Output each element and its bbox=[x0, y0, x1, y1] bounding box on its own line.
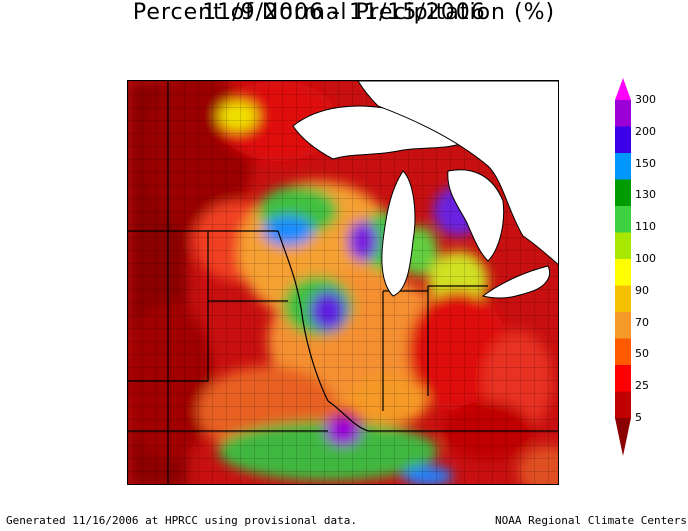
great-lakes bbox=[292, 81, 558, 299]
generated-note: Generated 11/16/2006 at HPRCC using prov… bbox=[6, 514, 357, 527]
legend-band bbox=[615, 232, 631, 260]
legend-label: 300 bbox=[635, 93, 656, 106]
state-boundaries bbox=[128, 81, 558, 484]
legend-label: 150 bbox=[635, 156, 656, 170]
legend-band bbox=[615, 179, 631, 207]
color-legend: 300 200 150 130 110 100 90 70 50 25 5 bbox=[615, 78, 675, 463]
legend-band bbox=[615, 338, 631, 366]
legend-band bbox=[615, 391, 631, 419]
legend-band bbox=[615, 285, 631, 313]
legend-label: 25 bbox=[635, 379, 649, 393]
legend-label: 90 bbox=[635, 283, 649, 297]
legend-color-bar bbox=[615, 78, 631, 456]
legend-bottom-arrow bbox=[615, 418, 631, 456]
legend-label: 50 bbox=[635, 347, 649, 361]
legend-label: 100 bbox=[635, 252, 656, 265]
legend-label: 70 bbox=[635, 315, 649, 329]
legend-band bbox=[615, 259, 631, 286]
legend-band bbox=[615, 100, 631, 127]
legend-top-arrow bbox=[615, 78, 631, 100]
map-title: Percent of Normal Precipitation (%) bbox=[132, 0, 556, 25]
legend-label: 130 bbox=[635, 188, 656, 202]
legend-label: 5 bbox=[635, 411, 642, 424]
date-range: 11/9/2006 - 11/15/2006 bbox=[202, 0, 486, 25]
legend-band bbox=[615, 126, 631, 154]
legend-band bbox=[615, 365, 631, 392]
precipitation-map bbox=[127, 80, 559, 485]
legend-band bbox=[615, 312, 631, 339]
legend-label: 110 bbox=[635, 220, 656, 234]
legend-band bbox=[615, 206, 631, 233]
credit-note: NOAA Regional Climate Centers bbox=[495, 514, 688, 527]
legend-label: 200 bbox=[635, 124, 656, 138]
legend-band bbox=[615, 153, 631, 180]
